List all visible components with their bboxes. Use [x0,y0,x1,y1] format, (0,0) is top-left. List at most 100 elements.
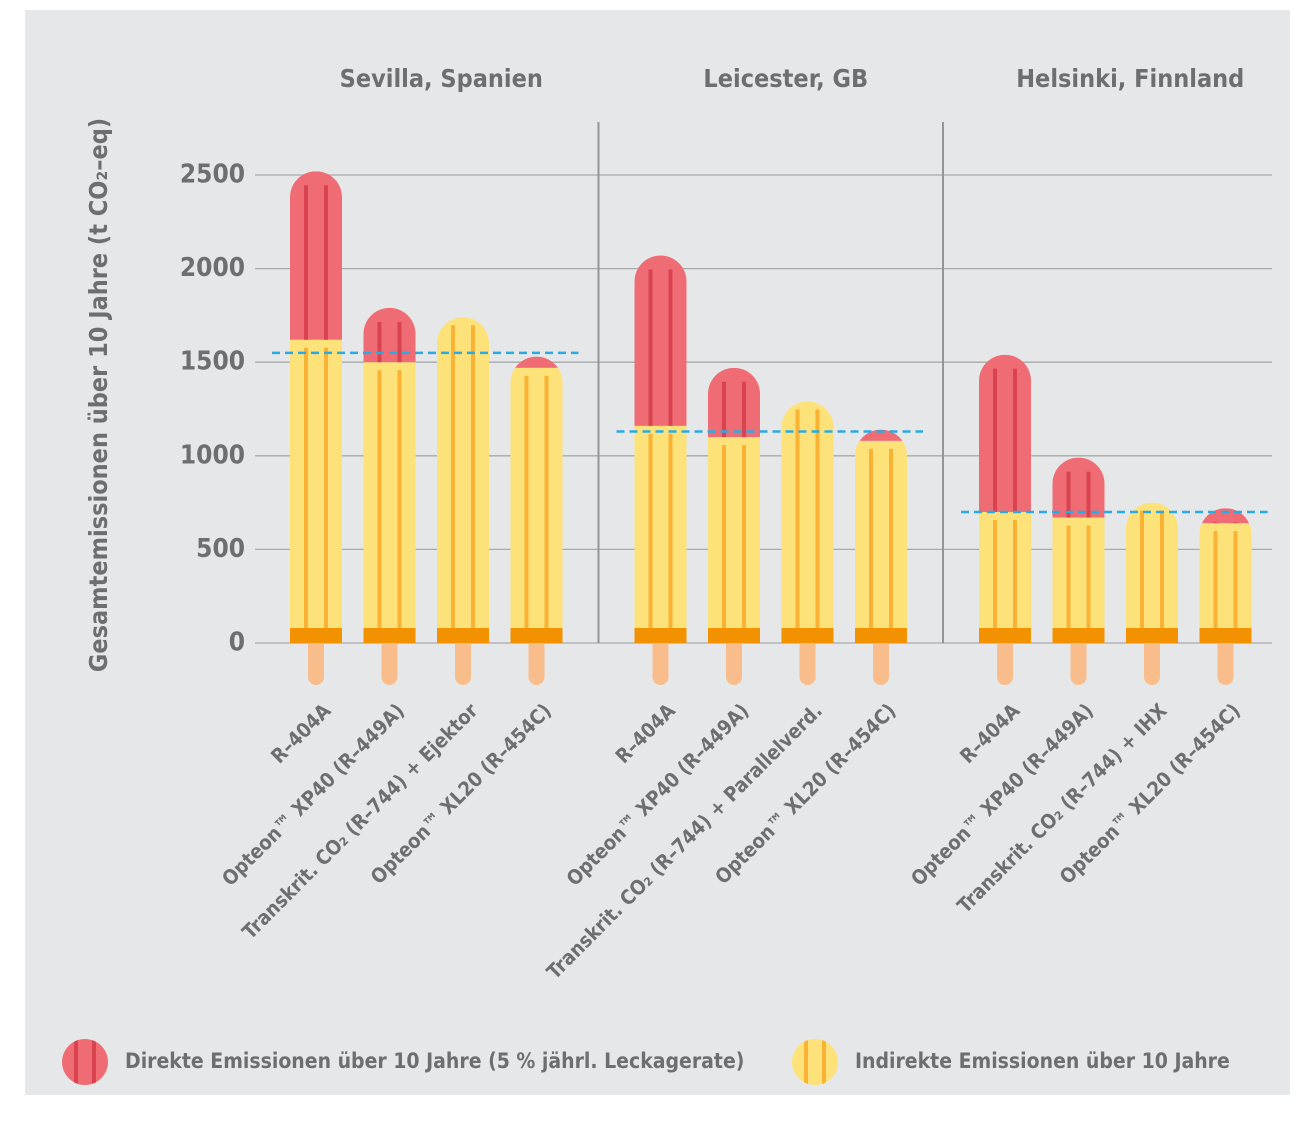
popsicle-base [1126,628,1178,643]
y-axis-title: Gesamtemissionen über 10 Jahre (t CO₂–eq… [84,118,113,672]
popsicle-base [708,628,760,643]
stripe [544,375,549,643]
popsicle [1052,457,1105,643]
stripe [869,448,873,643]
stick [1217,638,1234,685]
popsicle [979,354,1031,643]
popsicle [855,429,907,643]
stripe [1213,531,1218,643]
popsicle-base [1052,628,1105,643]
popsicle-base [510,628,563,643]
y-tick-label: 500 [196,534,245,564]
stripe [471,325,475,643]
stick [528,638,545,685]
stripe [722,445,726,643]
group-title: Helsinki, Finnland [1016,64,1244,93]
popsicle-base [781,628,834,643]
stripe [1213,522,1218,524]
stripe [1086,525,1091,643]
popsicle [781,401,834,643]
popsicle-base [1199,628,1252,643]
stripe [822,1039,826,1085]
bar-segment [1052,457,1105,518]
group-title: Sevilla, Spanien [340,64,543,93]
stripe [742,445,746,643]
legend-swatch-fill [792,1039,838,1085]
stripe [451,325,455,643]
stripe [889,448,893,643]
popsicle-base [290,628,342,643]
stripe [74,1039,78,1085]
stick [799,638,816,685]
stripe [324,185,328,340]
y-tick-label: 2000 [180,253,245,283]
legend-label: Direkte Emissionen über 10 Jahre (5 % jä… [125,1049,744,1073]
bar-segment [708,367,760,438]
stripe [815,409,820,643]
stripe [377,321,382,363]
stripe [795,409,800,643]
stick [1144,638,1160,685]
stripe [1066,471,1071,518]
stripe [722,381,726,438]
stripe [92,1039,96,1085]
popsicle [510,356,563,643]
stick [873,638,889,685]
bar-segment [855,440,907,643]
popsicle-base [363,628,416,643]
stripe [1013,368,1017,512]
bar-segment [781,401,834,643]
stripe [397,370,402,643]
stripe [1086,471,1091,518]
stripe [668,269,673,426]
popsicle [363,307,416,643]
bar-segment [634,255,687,426]
stripe [1013,519,1017,643]
bar-segment [290,171,342,340]
popsicle-base [634,628,687,643]
popsicle [1199,508,1252,643]
stripe [993,519,997,643]
bar-segment [979,511,1031,643]
popsicle [290,171,342,643]
bar-segment [510,356,563,368]
stick [652,638,669,685]
stripe [993,368,997,512]
popsicle [1126,502,1178,643]
stick [381,638,398,685]
bar-segment [1052,517,1105,643]
legend-label: Indirekte Emissionen über 10 Jahre [855,1049,1230,1073]
stripe [377,370,382,643]
stripe [324,347,328,643]
legend-swatch [62,1039,108,1085]
stripe [648,433,653,643]
group-title: Leicester, GB [703,64,868,93]
stick [308,638,324,685]
stick [997,638,1013,685]
popsicle [634,255,687,643]
bar-segment [290,339,342,643]
bar-segment [708,437,760,643]
y-tick-label: 1000 [180,440,245,470]
legend-swatch-fill [62,1039,108,1085]
stripe [1140,510,1144,643]
bar-segment [855,429,907,441]
popsicle-base [437,628,489,643]
stick [1070,638,1087,685]
popsicle [437,317,489,643]
stripe [742,381,746,438]
stripe [648,269,653,426]
bar-segment [1126,502,1178,643]
y-tick-label: 1500 [180,347,245,377]
y-tick-label: 0 [229,628,245,658]
bar-segment [979,354,1031,512]
stripe [804,1039,808,1085]
stripe [1233,522,1238,524]
bar-segment [634,425,687,643]
stripe [1066,525,1071,643]
popsicle [708,367,760,643]
y-tick-label: 2500 [180,160,245,190]
stripe [668,433,673,643]
bar-segment [510,367,563,643]
